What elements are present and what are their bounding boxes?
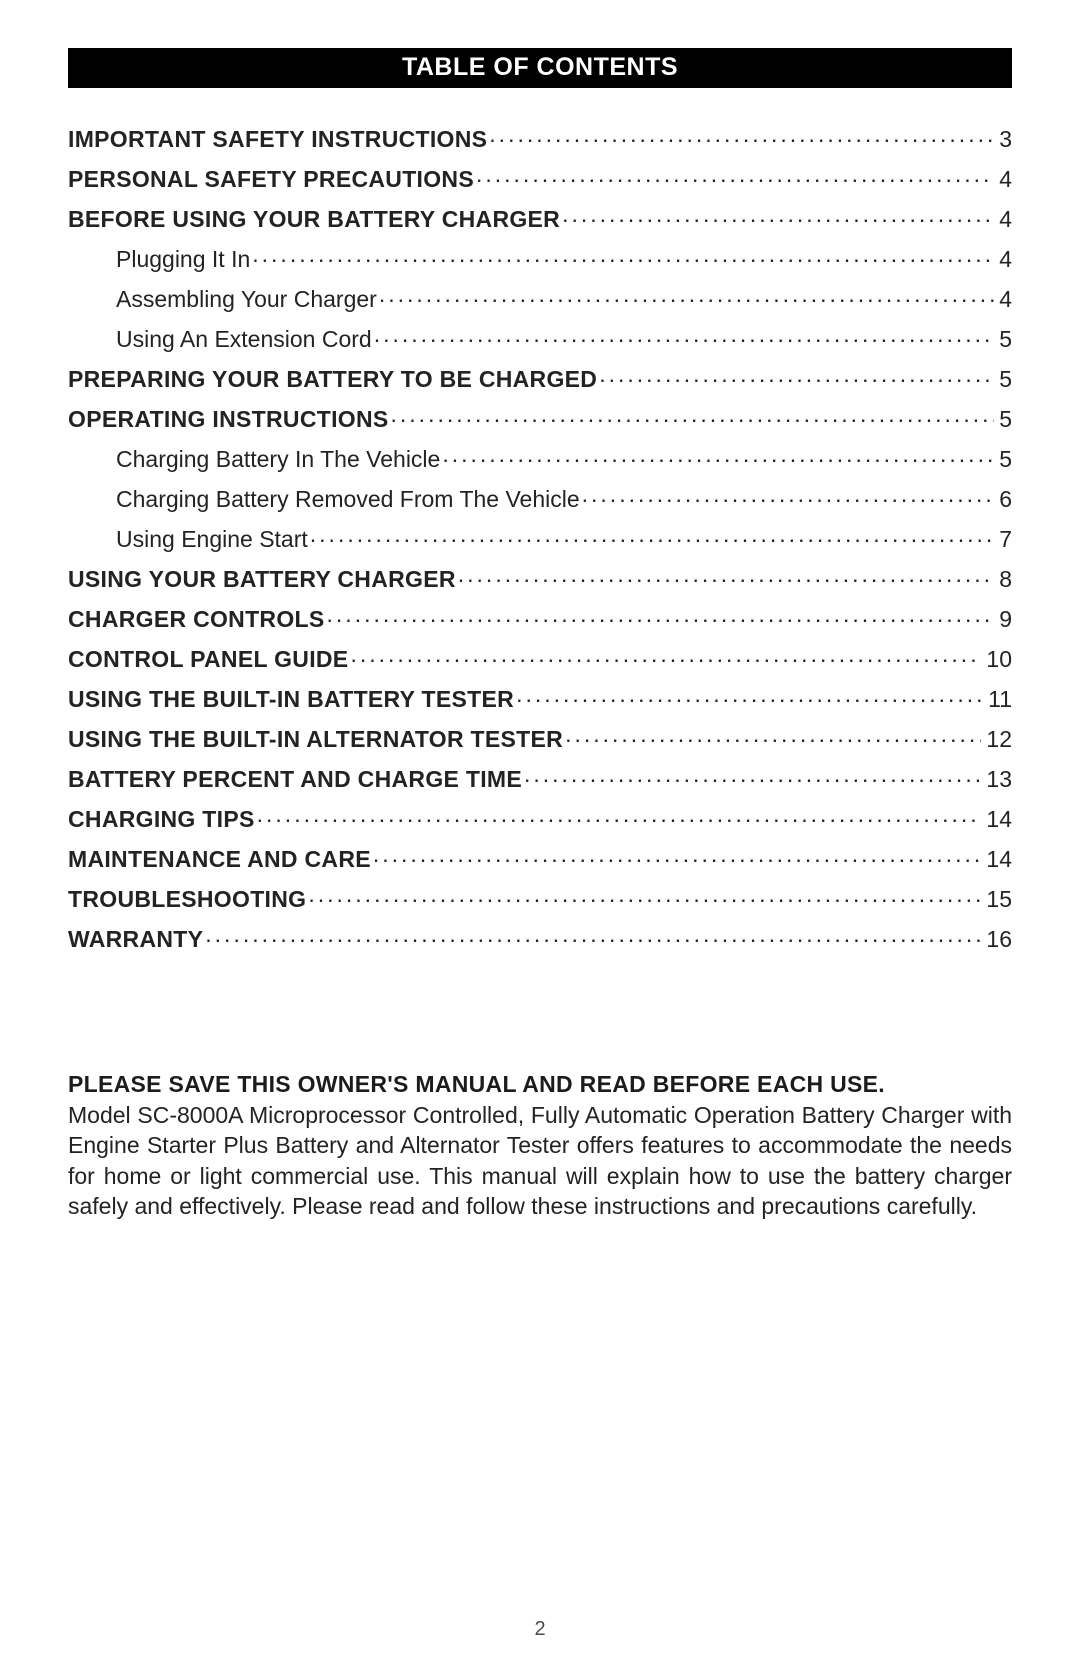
toc-entry-page: 7	[996, 528, 1012, 551]
toc-entry: CONTROL PANEL GUIDE 10	[68, 644, 1012, 671]
toc-leader-dots	[476, 164, 994, 187]
toc-entry-label: Plugging It In	[116, 248, 250, 271]
toc-leader-dots	[565, 724, 981, 747]
toc-entry-label: USING THE BUILT-IN ALTERNATOR TESTER	[68, 728, 563, 751]
toc-leader-dots	[374, 324, 995, 347]
toc-entry: Charging Battery Removed From The Vehicl…	[68, 484, 1012, 511]
toc-leader-dots	[350, 644, 981, 667]
note-body: Model SC-8000A Microprocessor Controlled…	[68, 1100, 1012, 1221]
document-page: TABLE OF CONTENTS IMPORTANT SAFETY INSTR…	[0, 0, 1080, 1669]
toc-entry-label: Using Engine Start	[116, 528, 308, 551]
toc-leader-dots	[524, 764, 981, 787]
page-number: 2	[0, 1618, 1080, 1641]
toc-entry: USING THE BUILT-IN ALTERNATOR TESTER 12	[68, 724, 1012, 751]
toc-leader-dots	[205, 924, 981, 947]
toc-entry: Charging Battery In The Vehicle 5	[68, 444, 1012, 471]
owners-manual-note: PLEASE SAVE THIS OWNER'S MANUAL AND READ…	[68, 1071, 1012, 1221]
toc-entry: MAINTENANCE AND CARE 14	[68, 844, 1012, 871]
toc-entry-page: 6	[996, 488, 1012, 511]
toc-entry: CHARGING TIPS 14	[68, 804, 1012, 831]
toc-leader-dots	[373, 844, 982, 867]
toc-entry-label: OPERATING INSTRUCTIONS	[68, 408, 389, 431]
toc-entry: Using An Extension Cord 5	[68, 324, 1012, 351]
toc-entry: OPERATING INSTRUCTIONS 5	[68, 404, 1012, 431]
toc-leader-dots	[379, 284, 994, 307]
toc-leader-dots	[562, 204, 994, 227]
toc-leader-dots	[391, 404, 995, 427]
toc-leader-dots	[252, 244, 994, 267]
toc-leader-dots	[582, 484, 995, 507]
toc-entry: CHARGER CONTROLS 9	[68, 604, 1012, 631]
toc-entry: BEFORE USING YOUR BATTERY CHARGER 4	[68, 204, 1012, 231]
toc-leader-dots	[327, 604, 995, 627]
toc-entry-label: Charging Battery Removed From The Vehicl…	[116, 488, 580, 511]
toc-entry-page: 16	[983, 928, 1012, 951]
toc-entry-label: CONTROL PANEL GUIDE	[68, 648, 348, 671]
toc-leader-dots	[257, 804, 982, 827]
toc-entry: USING THE BUILT-IN BATTERY TESTER 11	[68, 684, 1012, 711]
toc-entry-page: 9	[996, 608, 1012, 631]
toc-leader-dots	[458, 564, 994, 587]
toc-entry: IMPORTANT SAFETY INSTRUCTIONS 3	[68, 124, 1012, 151]
toc-entry-label: TROUBLESHOOTING	[68, 888, 306, 911]
toc-entry-page: 5	[996, 408, 1012, 431]
toc-entry-page: 4	[996, 248, 1012, 271]
toc-entry-label: BATTERY PERCENT AND CHARGE TIME	[68, 768, 522, 791]
toc-entry: PREPARING YOUR BATTERY TO BE CHARGED 5	[68, 364, 1012, 391]
toc-entry-label: Assembling Your Charger	[116, 288, 377, 311]
toc-leader-dots	[308, 884, 981, 907]
toc-entry-page: 11	[985, 688, 1012, 711]
toc-leader-dots	[310, 524, 994, 547]
toc-entry-label: BEFORE USING YOUR BATTERY CHARGER	[68, 208, 560, 231]
toc-entry-page: 5	[996, 328, 1012, 351]
toc-entry-label: USING THE BUILT-IN BATTERY TESTER	[68, 688, 514, 711]
toc-entry-label: Charging Battery In The Vehicle	[116, 448, 440, 471]
toc-entry-page: 12	[983, 728, 1012, 751]
toc-entry: Using Engine Start 7	[68, 524, 1012, 551]
toc-entry-label: MAINTENANCE AND CARE	[68, 848, 371, 871]
toc-entry-page: 5	[996, 448, 1012, 471]
toc-entry-page: 15	[983, 888, 1012, 911]
toc-entry-label: CHARGING TIPS	[68, 808, 255, 831]
toc-entry-page: 14	[983, 848, 1012, 871]
toc-entry: USING YOUR BATTERY CHARGER 8	[68, 564, 1012, 591]
toc-entry-page: 10	[983, 648, 1012, 671]
toc-entry-page: 14	[983, 808, 1012, 831]
toc-entry-page: 8	[996, 568, 1012, 591]
toc-entry: WARRANTY 16	[68, 924, 1012, 951]
toc-leader-dots	[599, 364, 994, 387]
toc-entry-label: CHARGER CONTROLS	[68, 608, 325, 631]
toc-entry-label: IMPORTANT SAFETY INSTRUCTIONS	[68, 128, 487, 151]
toc-entry-page: 3	[996, 128, 1012, 151]
toc-entry-label: Using An Extension Cord	[116, 328, 372, 351]
toc-entry: Assembling Your Charger 4	[68, 284, 1012, 311]
toc-entry-label: USING YOUR BATTERY CHARGER	[68, 568, 456, 591]
note-heading: PLEASE SAVE THIS OWNER'S MANUAL AND READ…	[68, 1071, 1012, 1098]
toc-entry-page: 4	[996, 168, 1012, 191]
toc-entry-page: 5	[996, 368, 1012, 391]
toc-entry-page: 4	[996, 288, 1012, 311]
toc-entry: PERSONAL SAFETY PRECAUTIONS 4	[68, 164, 1012, 191]
toc-entry: BATTERY PERCENT AND CHARGE TIME 13	[68, 764, 1012, 791]
toc-leader-dots	[489, 124, 994, 147]
toc-entry-label: PREPARING YOUR BATTERY TO BE CHARGED	[68, 368, 597, 391]
toc-entry: TROUBLESHOOTING 15	[68, 884, 1012, 911]
toc-entry-label: PERSONAL SAFETY PRECAUTIONS	[68, 168, 474, 191]
page-title: TABLE OF CONTENTS	[68, 48, 1012, 88]
toc-entry-label: WARRANTY	[68, 928, 203, 951]
table-of-contents: IMPORTANT SAFETY INSTRUCTIONS 3 PERSONAL S…	[68, 124, 1012, 951]
toc-leader-dots	[442, 444, 994, 467]
toc-entry: Plugging It In 4	[68, 244, 1012, 271]
toc-entry-page: 13	[983, 768, 1012, 791]
toc-leader-dots	[516, 684, 983, 707]
toc-entry-page: 4	[996, 208, 1012, 231]
